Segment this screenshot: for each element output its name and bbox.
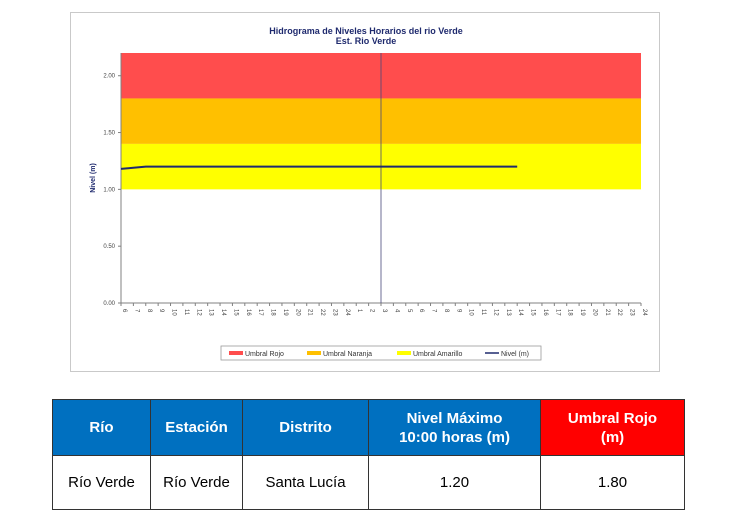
axis-ticks: 0.000.501.001.502.006 7 8 9 10 11 12 13 14 15 16 17… xyxy=(103,74,647,317)
x-tick-label: 10 xyxy=(171,309,177,316)
header-rio-label: Río xyxy=(89,419,114,436)
x-tick-label: 17 xyxy=(257,309,263,316)
x-tick-label: 4 xyxy=(393,309,399,313)
x-tick-label: 14 xyxy=(517,309,523,316)
table-header-row: Río Estación Distrito Nivel Máximo 10:00… xyxy=(52,399,685,456)
header-distrito-label: Distrito xyxy=(279,419,332,436)
x-tick-label: 24 xyxy=(344,309,350,316)
hydrograph-chart: Hidrograma de Niveles Horarios del rio V… xyxy=(90,26,647,361)
chart-frame: Hidrograma de Niveles Horarios del rio V… xyxy=(70,12,660,372)
y-tick-label: 1.50 xyxy=(103,131,115,137)
header-rio: Río xyxy=(52,399,151,456)
chart-legend: Umbral Rojo Umbral Naranja Umbral Amarillo… xyxy=(220,345,542,361)
x-tick-label: 22 xyxy=(319,309,325,316)
y-tick-label: 0.50 xyxy=(103,244,115,250)
header-umbral-rojo-line2: (m) xyxy=(600,428,625,446)
x-tick-label: 7 xyxy=(133,309,139,313)
x-tick-label: 14 xyxy=(220,309,226,316)
cell-umbral-rojo: 1.80 xyxy=(540,455,685,510)
header-nivel-maximo: Nivel Máximo 10:00 horas (m) xyxy=(368,399,541,456)
x-tick-label: 20 xyxy=(591,309,597,316)
x-tick-label: 21 xyxy=(307,309,313,316)
x-tick-label: 23 xyxy=(331,309,337,316)
x-tick-label: 23 xyxy=(629,309,635,316)
cell-nivel-maximo: 1.20 xyxy=(368,455,541,510)
x-tick-label: 15 xyxy=(530,309,536,316)
y-tick-label: 0.00 xyxy=(103,301,115,307)
x-tick-label: 13 xyxy=(208,309,214,316)
header-nivel-maximo-line1: Nivel Máximo xyxy=(406,409,503,427)
legend-label: Nivel (m) xyxy=(501,351,529,358)
legend-label: Umbral Amarillo xyxy=(413,351,463,358)
x-tick-label: 16 xyxy=(245,309,251,316)
legend-label: Umbral Rojo xyxy=(245,351,284,358)
x-tick-label: 19 xyxy=(579,309,585,316)
series-line-nivel xyxy=(120,165,518,170)
x-tick-label: 13 xyxy=(505,309,511,316)
x-tick-label: 20 xyxy=(294,309,300,316)
x-tick-label: 3 xyxy=(381,309,387,313)
chart-title: Hidrograma de Niveles Horarios del rio V… xyxy=(269,26,463,36)
y-tick-label: 2.00 xyxy=(103,74,115,80)
cell-distrito: Santa Lucía xyxy=(242,455,369,510)
x-tick-label: 15 xyxy=(232,309,238,316)
x-tick-label: 17 xyxy=(554,309,560,316)
x-tick-label: 6 xyxy=(418,309,424,313)
x-tick-label: 19 xyxy=(282,309,288,316)
x-tick-label: 21 xyxy=(604,309,610,316)
header-estacion-label: Estación xyxy=(165,419,228,436)
legend-box xyxy=(220,345,542,361)
x-tick-label: 9 xyxy=(455,309,461,313)
x-tick-label: 5 xyxy=(406,309,412,313)
x-tick-label: 16 xyxy=(542,309,548,316)
cell-rio: Río Verde xyxy=(52,455,151,510)
legend-label: Umbral Naranja xyxy=(323,351,372,358)
header-distrito: Distrito xyxy=(242,399,369,456)
x-tick-label: 24 xyxy=(641,309,647,316)
x-tick-label: 2 xyxy=(369,309,375,313)
x-tick-label: 11 xyxy=(183,309,189,316)
x-tick-label: 9 xyxy=(158,309,164,313)
x-tick-label: 22 xyxy=(616,309,622,316)
series-layer xyxy=(120,165,518,170)
x-tick-label: 6 xyxy=(121,309,127,313)
table-row: Río Verde Río Verde Santa Lucía 1.20 1.8… xyxy=(52,455,685,510)
y-axis-label: Nivel (m) xyxy=(90,163,97,193)
x-tick-label: 8 xyxy=(146,309,152,313)
header-nivel-maximo-line2: 10:00 horas (m) xyxy=(399,428,510,446)
x-tick-label: 7 xyxy=(431,309,437,313)
chart-subtitle: Est. Rio Verde xyxy=(336,36,397,46)
header-estacion: Estación xyxy=(150,399,243,456)
x-tick-label: 12 xyxy=(492,309,498,316)
x-tick-label: 10 xyxy=(468,309,474,316)
station-info-table: Río Estación Distrito Nivel Máximo 10:00… xyxy=(52,399,685,510)
x-tick-label: 18 xyxy=(567,309,573,316)
x-tick-label: 18 xyxy=(270,309,276,316)
y-tick-label: 1.00 xyxy=(103,187,115,193)
x-tick-label: 1 xyxy=(356,309,362,313)
x-tick-label: 12 xyxy=(195,309,201,316)
x-tick-label: 11 xyxy=(480,309,486,316)
cell-estacion: Río Verde xyxy=(150,455,243,510)
header-umbral-rojo: Umbral Rojo (m) xyxy=(540,399,685,456)
x-tick-label: 8 xyxy=(443,309,449,313)
header-umbral-rojo-line1: Umbral Rojo xyxy=(567,409,658,427)
